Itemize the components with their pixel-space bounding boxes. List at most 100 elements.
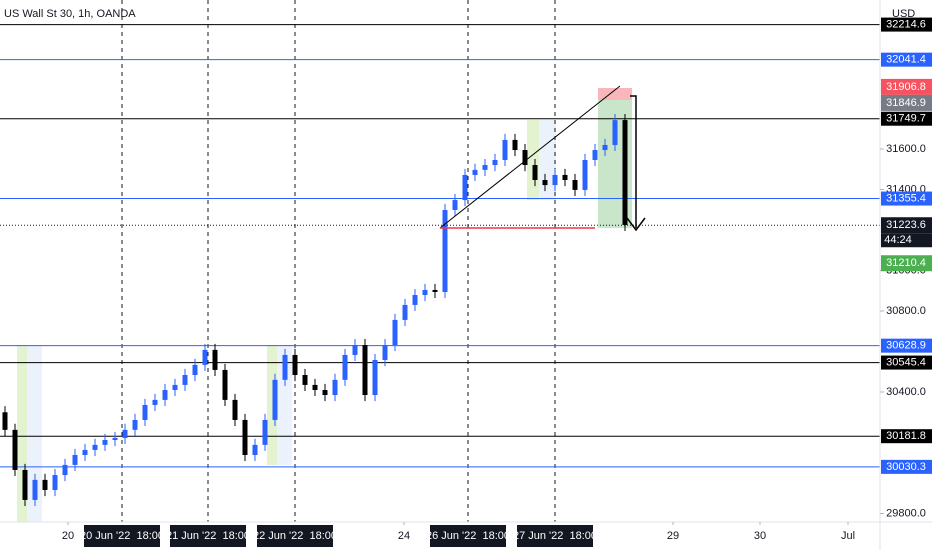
- candle-body: [132, 419, 138, 430]
- candle-body: [202, 349, 208, 365]
- candle-body: [72, 454, 78, 465]
- band: [277, 345, 292, 465]
- candle-body: [382, 345, 388, 361]
- level-tag: [881, 338, 932, 353]
- level-tag-label: 30030.3: [886, 461, 926, 473]
- candle-body: [362, 345, 368, 396]
- level-tag: [881, 355, 932, 370]
- level-tag-label: 30545.4: [886, 356, 926, 368]
- candle-body: [222, 369, 228, 400]
- y-tick-label: 29800.0: [886, 507, 926, 519]
- price-tag-label: 31223.6: [886, 219, 926, 231]
- candle-body: [482, 165, 488, 170]
- candle-body: [52, 475, 58, 491]
- level-tag: [881, 111, 932, 126]
- candle-body: [292, 354, 298, 375]
- candle-body: [352, 345, 358, 355]
- y-tick-label: 30400.0: [886, 386, 926, 398]
- x-tick-label-bg: [170, 525, 246, 547]
- candle-body: [332, 379, 338, 396]
- price-tag: [881, 217, 932, 234]
- candle-body: [442, 209, 448, 292]
- candle-body: [92, 444, 98, 450]
- currency: USD: [892, 8, 915, 20]
- candle-body: [602, 144, 608, 151]
- candle-body: [322, 389, 328, 396]
- candle-body: [22, 469, 28, 500]
- candle-body: [422, 289, 428, 296]
- candle-body: [162, 389, 168, 400]
- countdown: 44:24: [884, 234, 912, 246]
- candle-body: [12, 429, 18, 470]
- level-tag-label: 32041.4: [886, 54, 926, 66]
- band: [527, 120, 539, 200]
- level-tag: [881, 52, 932, 67]
- candle-body: [272, 379, 278, 420]
- candle-body: [562, 174, 568, 181]
- candle-body: [192, 364, 198, 375]
- candle-body: [592, 150, 598, 160]
- candle-body: [312, 384, 318, 390]
- level-tag-label: 30181.8: [886, 430, 926, 442]
- level-tag-label: 31749.7: [886, 113, 926, 125]
- candle-body: [432, 289, 438, 292]
- candle-body: [582, 159, 588, 190]
- x-tick-label: 20 Jun '22 18:00: [80, 530, 164, 542]
- candle-body: [182, 374, 188, 385]
- candle-body: [372, 360, 378, 396]
- price-tag-label: 31210.4: [886, 257, 926, 269]
- x-tick-label: Jul: [841, 530, 855, 542]
- level-tag: [881, 429, 932, 444]
- x-tick-label: 29: [667, 530, 679, 542]
- arrow-shaft: [630, 95, 637, 228]
- candle-body: [302, 374, 308, 385]
- level-tag: [881, 459, 932, 474]
- band: [267, 345, 277, 465]
- candle-body: [552, 174, 558, 186]
- x-tick-label: 24: [398, 530, 410, 542]
- candle-body: [462, 174, 468, 201]
- candle-body: [42, 479, 48, 491]
- x-tick-label: 30: [754, 530, 766, 542]
- candle-body: [2, 412, 8, 430]
- candle-body: [82, 449, 88, 455]
- candle-body: [532, 165, 538, 181]
- price-tag-label: 31846.9: [886, 97, 926, 109]
- x-tick-label-bg: [257, 525, 333, 547]
- candle-body: [252, 444, 258, 455]
- level-tag-label: 31355.4: [886, 192, 926, 204]
- candle-body: [122, 429, 128, 438]
- x-tick-label: 22 Jun '22 18:00: [253, 530, 337, 542]
- candle-body: [492, 159, 498, 166]
- candle-body: [342, 354, 348, 380]
- candle-body: [172, 384, 178, 390]
- candle-body: [152, 399, 158, 405]
- candle-body: [212, 349, 218, 370]
- level-tag-label: 32214.6: [886, 18, 926, 30]
- level-tag: [881, 17, 932, 32]
- x-tick-label: 26 Jun '22 18:00: [426, 530, 510, 542]
- candle-body: [242, 419, 248, 455]
- candle-body: [622, 120, 628, 225]
- price-tag: [881, 78, 932, 95]
- chart-title: US Wall St 30, 1h, OANDA: [4, 8, 136, 20]
- y-tick-label: 31600.0: [886, 143, 926, 155]
- candle-body: [452, 200, 458, 210]
- candle-body: [542, 180, 548, 186]
- candle-body: [102, 439, 108, 445]
- candle-body: [412, 295, 418, 305]
- candle-body: [112, 437, 118, 440]
- price-tag: [881, 255, 932, 272]
- candle-body: [62, 464, 68, 476]
- countdown-bg: [881, 233, 932, 248]
- candle-body: [472, 169, 478, 175]
- candle-body: [522, 150, 528, 166]
- plot: [0, 0, 880, 522]
- band: [17, 345, 27, 522]
- candle-body: [32, 479, 38, 500]
- price-tag-label: 31906.8: [886, 81, 926, 93]
- candle-body: [232, 399, 238, 420]
- candle-body: [282, 354, 288, 380]
